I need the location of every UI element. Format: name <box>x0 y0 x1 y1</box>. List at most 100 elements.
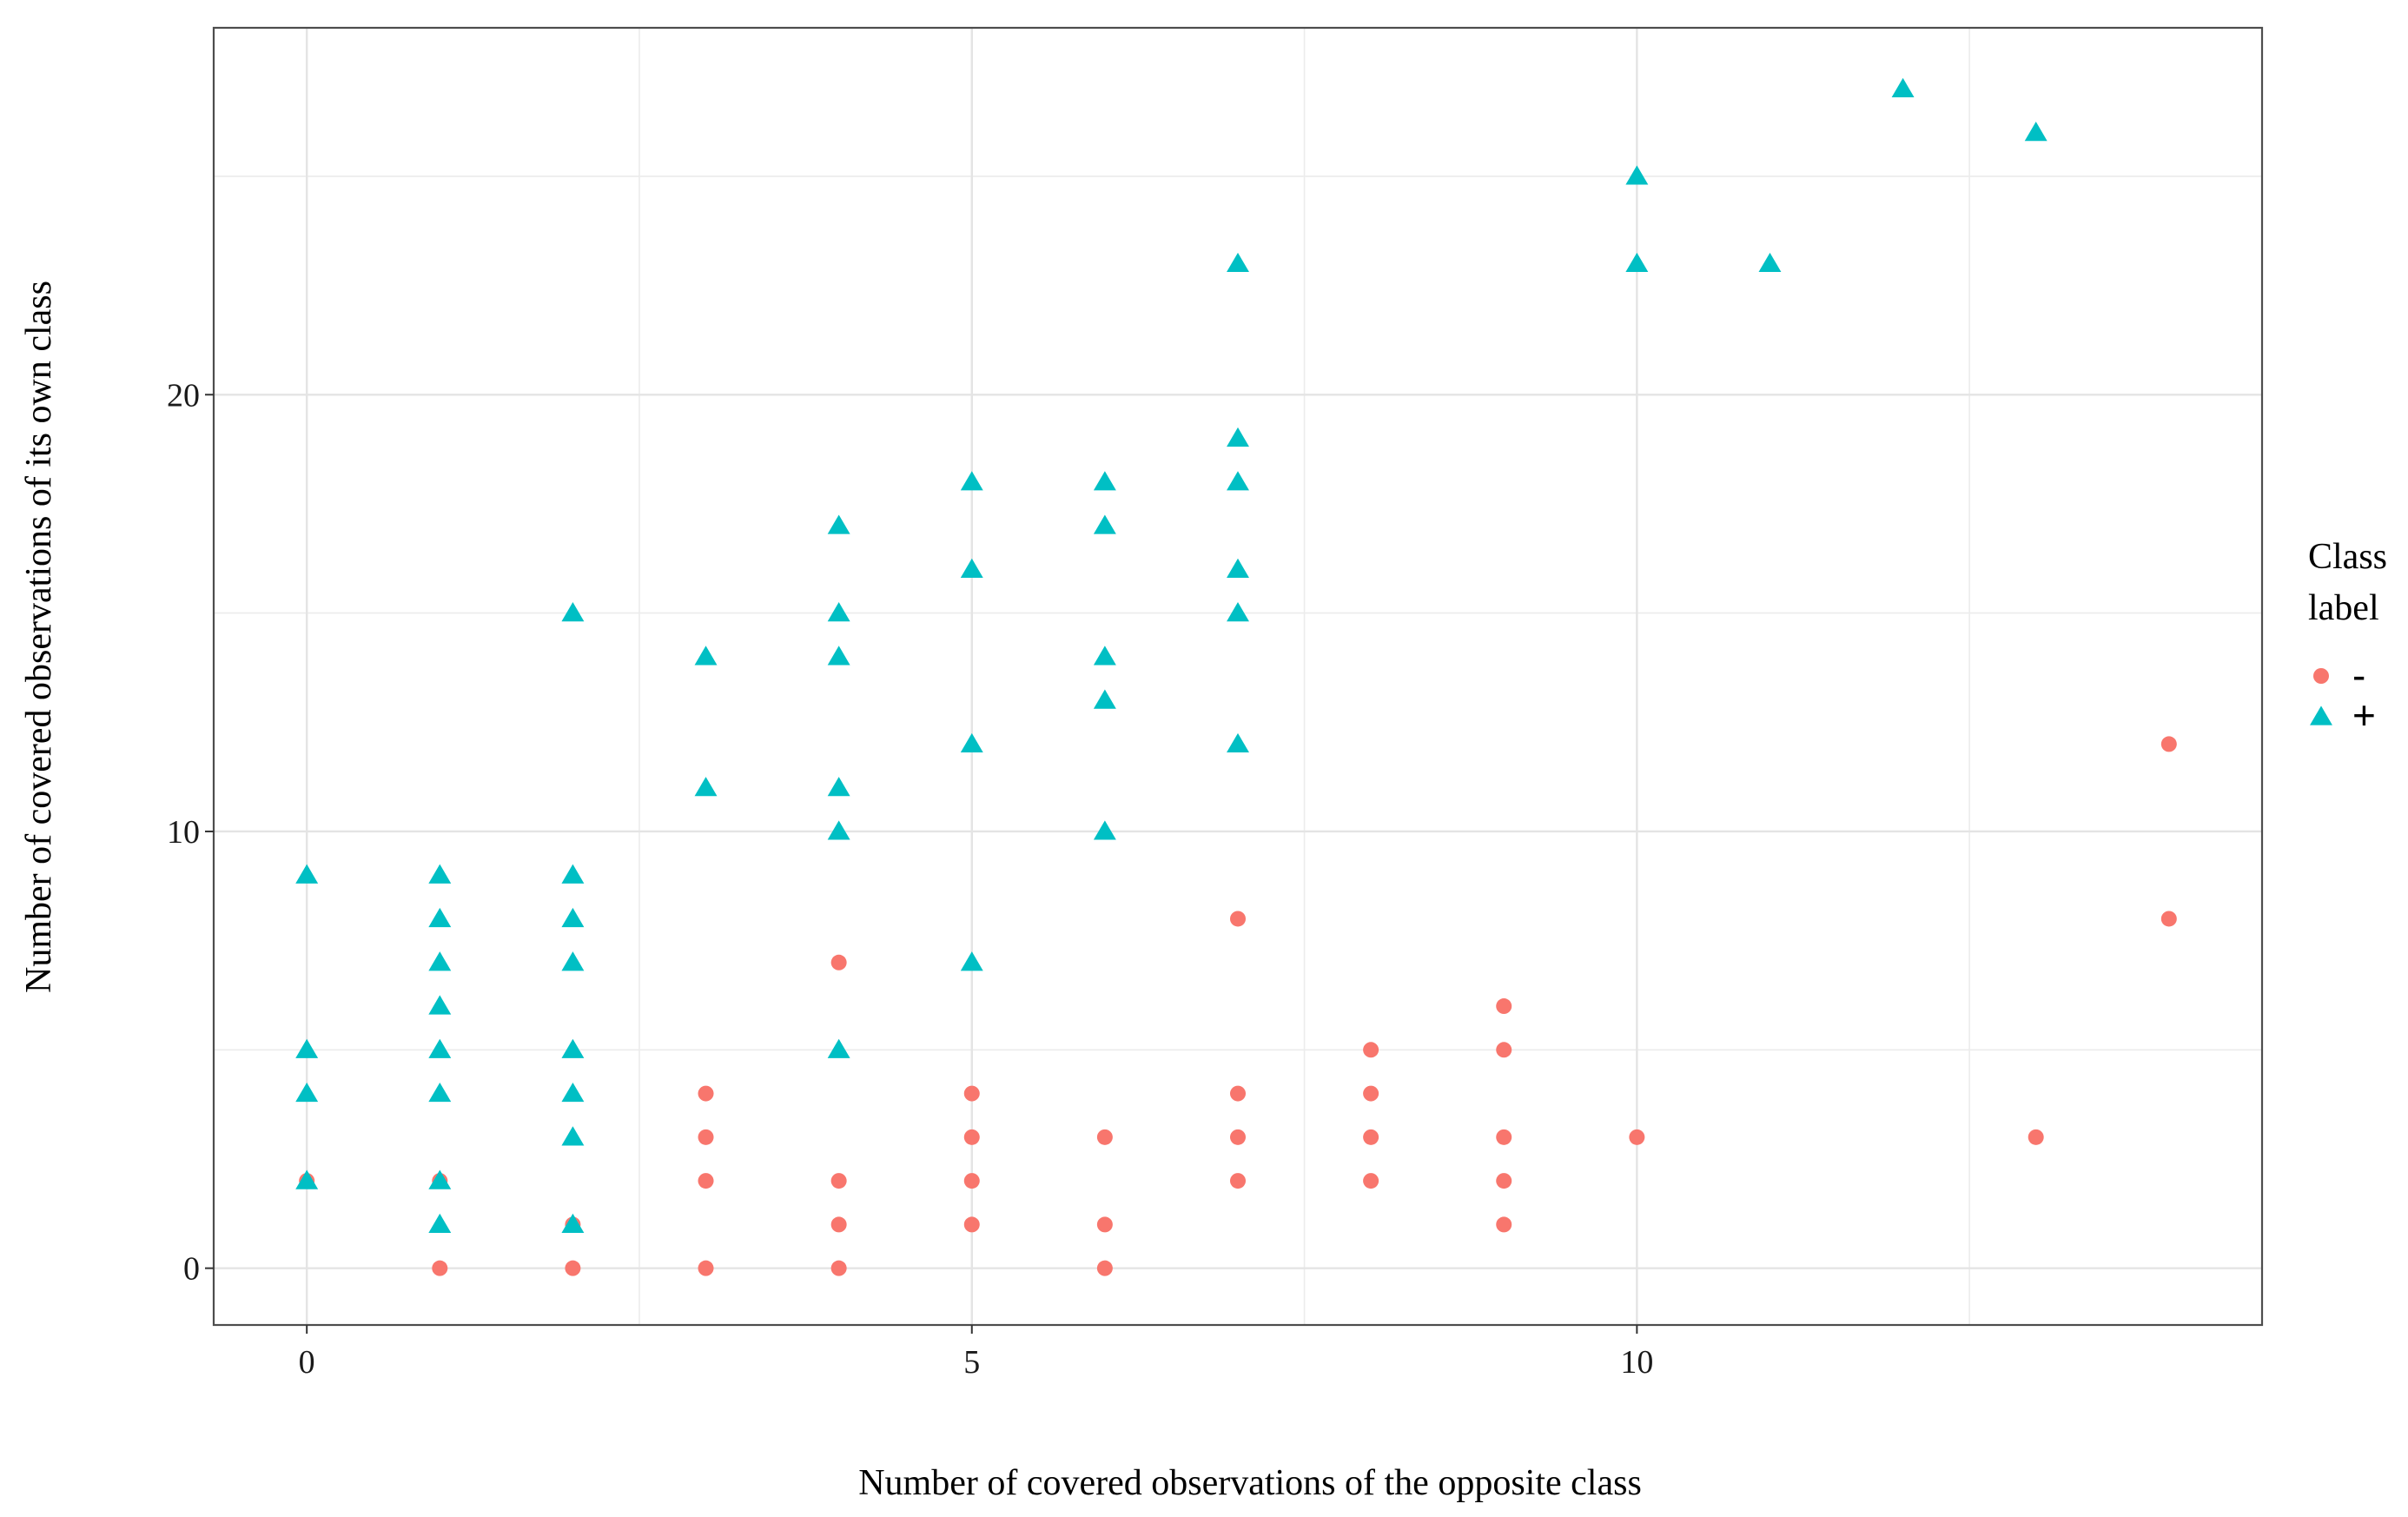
data-point-negative <box>963 1129 980 1145</box>
data-point-positive <box>428 1169 452 1189</box>
data-point-positive <box>295 1082 319 1103</box>
data-point-negative <box>2160 911 2177 927</box>
data-point-positive <box>561 1082 585 1103</box>
data-point-negative <box>1230 1173 1246 1189</box>
data-point-negative <box>2160 736 2177 752</box>
data-point-negative <box>1496 998 1512 1015</box>
legend-label-negative: - <box>2352 653 2365 698</box>
data-point-positive <box>827 1038 850 1058</box>
data-point-positive <box>561 864 585 884</box>
data-point-positive <box>561 1038 585 1058</box>
data-point-positive <box>1093 820 1116 840</box>
data-point-positive <box>428 907 452 928</box>
data-point-positive <box>428 951 452 971</box>
data-point-positive <box>1227 252 1249 273</box>
plot-panel-border <box>212 26 2264 1327</box>
data-point-negative <box>565 1260 581 1276</box>
data-point-negative <box>1363 1042 1379 1058</box>
data-point-positive <box>561 951 585 971</box>
data-point-negative <box>1230 911 1246 927</box>
data-point-positive <box>1227 732 1249 753</box>
data-point-negative <box>1363 1085 1379 1102</box>
data-point-positive <box>295 1038 319 1058</box>
data-point-positive <box>1891 77 1915 97</box>
data-point-positive <box>1093 689 1116 709</box>
data-point-positive <box>1625 252 1649 273</box>
data-point-negative <box>963 1173 980 1189</box>
x-tick-label: 10 <box>1620 1344 1653 1381</box>
data-point-positive <box>1227 602 1249 622</box>
data-point-negative <box>1496 1216 1512 1233</box>
data-point-negative <box>963 1216 980 1233</box>
data-point-positive <box>561 907 585 928</box>
data-point-positive <box>1093 646 1116 666</box>
data-point-negative <box>1230 1085 1246 1102</box>
x-tick-label: 5 <box>963 1344 980 1381</box>
data-point-negative <box>1096 1129 1113 1145</box>
y-axis-title: Number of covered observations of its ow… <box>19 281 59 993</box>
data-point-negative <box>830 1173 847 1189</box>
legend-title-line1: Class <box>2308 537 2387 577</box>
y-tick-label: 0 <box>183 1251 200 1288</box>
data-point-positive <box>960 732 983 753</box>
data-point-positive <box>1227 558 1249 578</box>
data-points <box>295 77 2177 1276</box>
data-point-negative <box>1096 1216 1113 1233</box>
data-point-positive <box>960 558 983 578</box>
data-point-negative <box>1496 1042 1512 1058</box>
data-point-negative <box>698 1173 714 1189</box>
data-point-negative <box>830 1260 847 1276</box>
data-point-negative <box>1629 1129 1645 1145</box>
data-point-negative <box>1363 1173 1379 1189</box>
data-point-positive <box>694 777 718 797</box>
data-point-positive <box>1093 471 1116 491</box>
legend-title-line2: label <box>2308 588 2379 628</box>
data-point-positive <box>694 646 718 666</box>
legend-key-negative <box>2313 668 2329 684</box>
data-point-negative <box>698 1260 714 1276</box>
axis-ticks: 0 5 10 0 10 20 <box>167 377 1653 1381</box>
data-point-positive <box>2024 122 2047 142</box>
data-point-positive <box>428 864 452 884</box>
data-point-negative <box>1496 1173 1512 1189</box>
data-point-negative <box>1363 1129 1379 1145</box>
data-point-positive <box>428 995 452 1015</box>
y-tick-label: 20 <box>167 377 200 414</box>
data-point-negative <box>2028 1129 2044 1145</box>
data-point-negative <box>432 1260 448 1276</box>
data-point-positive <box>561 1126 585 1146</box>
data-point-positive <box>561 602 585 622</box>
data-point-negative <box>698 1085 714 1102</box>
data-point-positive <box>1625 165 1649 185</box>
data-point-positive <box>1093 514 1116 534</box>
data-point-negative <box>1230 1129 1246 1145</box>
data-point-negative <box>698 1129 714 1145</box>
data-point-positive <box>827 820 850 840</box>
data-point-negative <box>830 1216 847 1233</box>
y-tick-label: 10 <box>167 814 200 851</box>
data-point-positive <box>1227 471 1249 491</box>
data-point-positive <box>960 951 983 971</box>
data-point-positive <box>428 1082 452 1103</box>
data-point-positive <box>1227 427 1249 447</box>
data-point-negative <box>1496 1129 1512 1145</box>
legend-key-positive <box>2310 706 2332 725</box>
x-tick-label: 0 <box>299 1344 315 1381</box>
data-point-positive <box>1758 252 1782 273</box>
data-point-positive <box>295 864 319 884</box>
data-point-positive <box>428 1038 452 1058</box>
data-point-positive <box>827 514 850 534</box>
data-point-positive <box>827 602 850 622</box>
data-point-positive <box>827 777 850 797</box>
legend-label-positive: + <box>2352 692 2376 738</box>
data-point-positive <box>827 646 850 666</box>
data-point-positive <box>561 1213 585 1233</box>
legend: Class label -+ <box>2308 537 2387 738</box>
data-point-positive <box>428 1213 452 1233</box>
data-point-positive <box>960 471 983 491</box>
data-point-negative <box>830 954 847 970</box>
series-positive <box>295 77 2047 1233</box>
data-point-positive <box>295 1169 319 1189</box>
